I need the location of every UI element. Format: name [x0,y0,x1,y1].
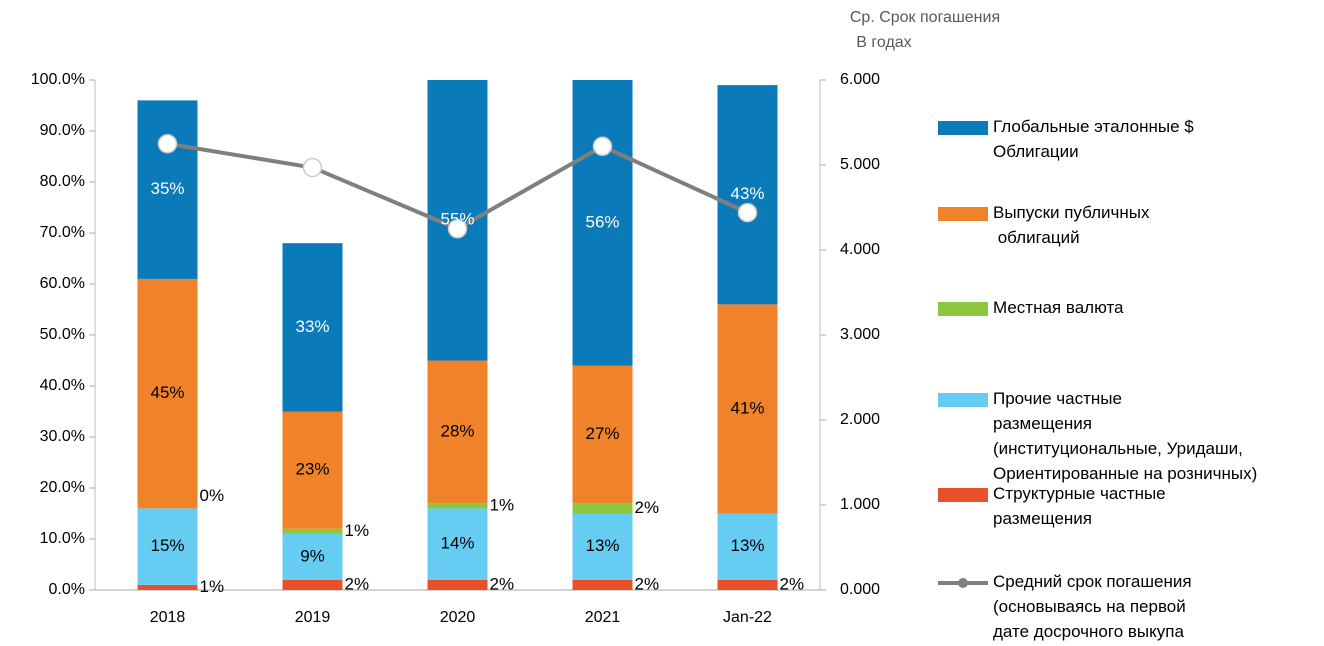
data-label: 23% [295,460,329,479]
bar-segment [572,365,633,504]
line-marker [157,134,178,154]
bar-segment [572,579,633,590]
data-label: 1% [345,521,370,540]
data-label: 2% [345,574,370,593]
data-label: 27% [585,424,619,443]
bar-segment [137,508,198,585]
bar-segment [282,528,343,534]
legend-swatch [938,488,988,502]
bar-segment [427,579,488,590]
y2-tick-label: 1.000 [840,496,880,513]
legend-swatch [938,393,988,407]
y2-axis-title: Ср. Срок погашения [850,9,1000,26]
legend-label: Выпуски публичных облигаций [993,203,1150,247]
data-label: 1% [200,577,225,596]
bar-segment [137,278,198,509]
bar-segment [572,513,633,580]
data-label: 2% [780,574,805,593]
y2-tick-label: 4.000 [840,241,880,258]
bar-segment [572,80,633,366]
data-label: 15% [150,536,184,555]
data-label: 56% [585,212,619,231]
bar-segment [572,503,633,514]
bar-segment [282,243,343,412]
y-tick-label: 100.0% [31,71,85,88]
y-tick-label: 10.0% [40,530,85,547]
data-label: 13% [730,536,764,555]
data-label: 0% [200,486,225,505]
data-label: 2% [635,574,660,593]
y2-tick-label: 2.000 [840,411,880,428]
y2-tick-label: 5.000 [840,156,880,173]
bar-segment [137,100,198,279]
y2-tick-label: 0.000 [840,581,880,598]
y-tick-label: 60.0% [40,275,85,292]
bar-segment [717,513,778,580]
bar-segment [717,85,778,305]
y-tick-label: 40.0% [40,377,85,394]
x-tick-label: 2019 [295,609,331,626]
legend-label: Структурные частные размещения [993,484,1166,528]
y2-tick-label: 6.000 [840,71,880,88]
y-tick-label: 90.0% [40,122,85,139]
data-label: 41% [730,398,764,417]
bar-segment [282,533,343,580]
bar-segment [717,579,778,590]
y-tick-label: 20.0% [40,479,85,496]
legend-label: Прочие частные размещения (институциональн… [993,389,1257,483]
line-marker [447,219,468,239]
bar-segment [137,584,198,590]
data-label: 43% [730,184,764,203]
legend-label: Местная валюта [993,298,1124,317]
line-marker [592,136,613,157]
legend-swatch [938,207,988,221]
y-tick-label: 0.0% [49,581,85,598]
data-label: 1% [490,495,515,514]
bar-segment [282,579,343,590]
data-label: 2% [490,574,515,593]
x-tick-label: 2021 [585,609,621,626]
y-tick-label: 50.0% [40,326,85,343]
legend-swatch [938,121,988,135]
legend-label: Средний срок погашения (основываясь на пе… [993,572,1192,641]
data-label: 55% [440,210,474,229]
bar-segment [717,304,778,514]
bar-segment [427,508,488,580]
bar-segment [427,503,488,509]
y-tick-label: 30.0% [40,428,85,445]
y-tick-label: 70.0% [40,224,85,241]
bar-segment [427,360,488,504]
data-label: 33% [295,317,329,336]
x-tick-label: Jan-22 [723,609,772,626]
data-label: 2% [635,498,660,517]
y2-tick-label: 3.000 [840,326,880,343]
x-tick-label: 2020 [440,609,476,626]
data-label: 35% [150,179,184,198]
data-label: 9% [300,546,325,565]
legend-swatch [938,302,988,316]
legend-swatch [958,578,968,588]
line-marker [302,157,323,178]
bar-segment [282,411,343,529]
data-label: 45% [150,383,184,402]
data-label: 13% [585,536,619,555]
data-label: 28% [440,421,474,440]
y-tick-label: 80.0% [40,173,85,190]
data-label: 14% [440,534,474,553]
line-marker [737,202,758,223]
y2-axis-title: В годах [856,34,911,51]
x-tick-label: 2018 [150,609,186,626]
legend-label: Глобальные эталонные $ Облигации [993,117,1194,161]
